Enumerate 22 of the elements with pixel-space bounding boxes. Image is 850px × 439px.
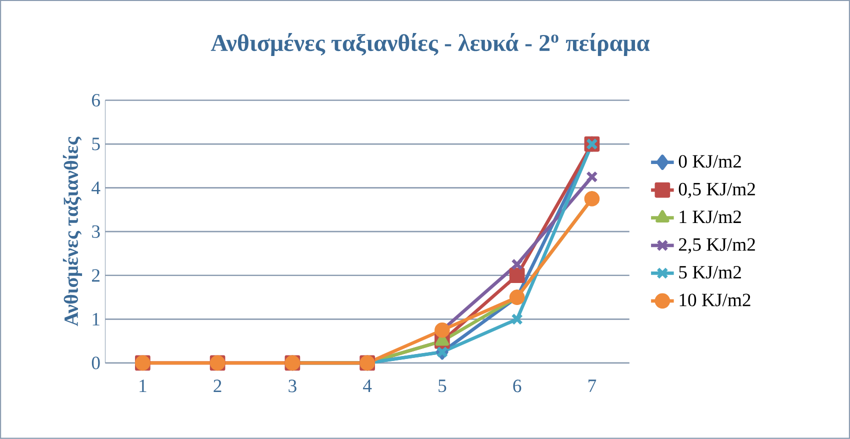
y-tick-label: 6: [92, 94, 100, 107]
y-tick-label: 3: [92, 225, 100, 238]
y-tick-label: 5: [92, 138, 100, 150]
legend-label: 0,5 KJ/m2: [678, 182, 755, 198]
y-tick-label: 2: [92, 269, 100, 282]
legend-label: 5 KJ/m2: [679, 266, 741, 279]
x-tick-label: 4: [363, 380, 372, 392]
x-tick-label: 2: [214, 380, 222, 392]
x-tick-label: 5: [438, 380, 446, 392]
x-tick-label: 6: [513, 380, 522, 392]
y-tick-label: 0: [92, 356, 100, 370]
x-tick-label: 1: [140, 380, 146, 392]
chart-title: Ανθισμένες ταξιανθίες - λευκά - 2$^{o}$ πείραμα: [210, 33, 650, 56]
legend-label: 0 KJ/m2: [678, 155, 741, 168]
y-tick-label: 4: [92, 182, 100, 194]
x-tick-label: 7: [588, 380, 596, 392]
y-axis-title: Ανθισμένες ταξιανθίες: [62, 136, 82, 326]
legend-label: 2,5 KJ/m2: [678, 238, 755, 254]
y-tick-label: 1: [92, 313, 100, 326]
legend-label: 10 KJ/m2: [680, 294, 750, 306]
x-tick-label: 3: [288, 380, 296, 392]
legend-label: 1 KJ/m2: [680, 210, 741, 224]
